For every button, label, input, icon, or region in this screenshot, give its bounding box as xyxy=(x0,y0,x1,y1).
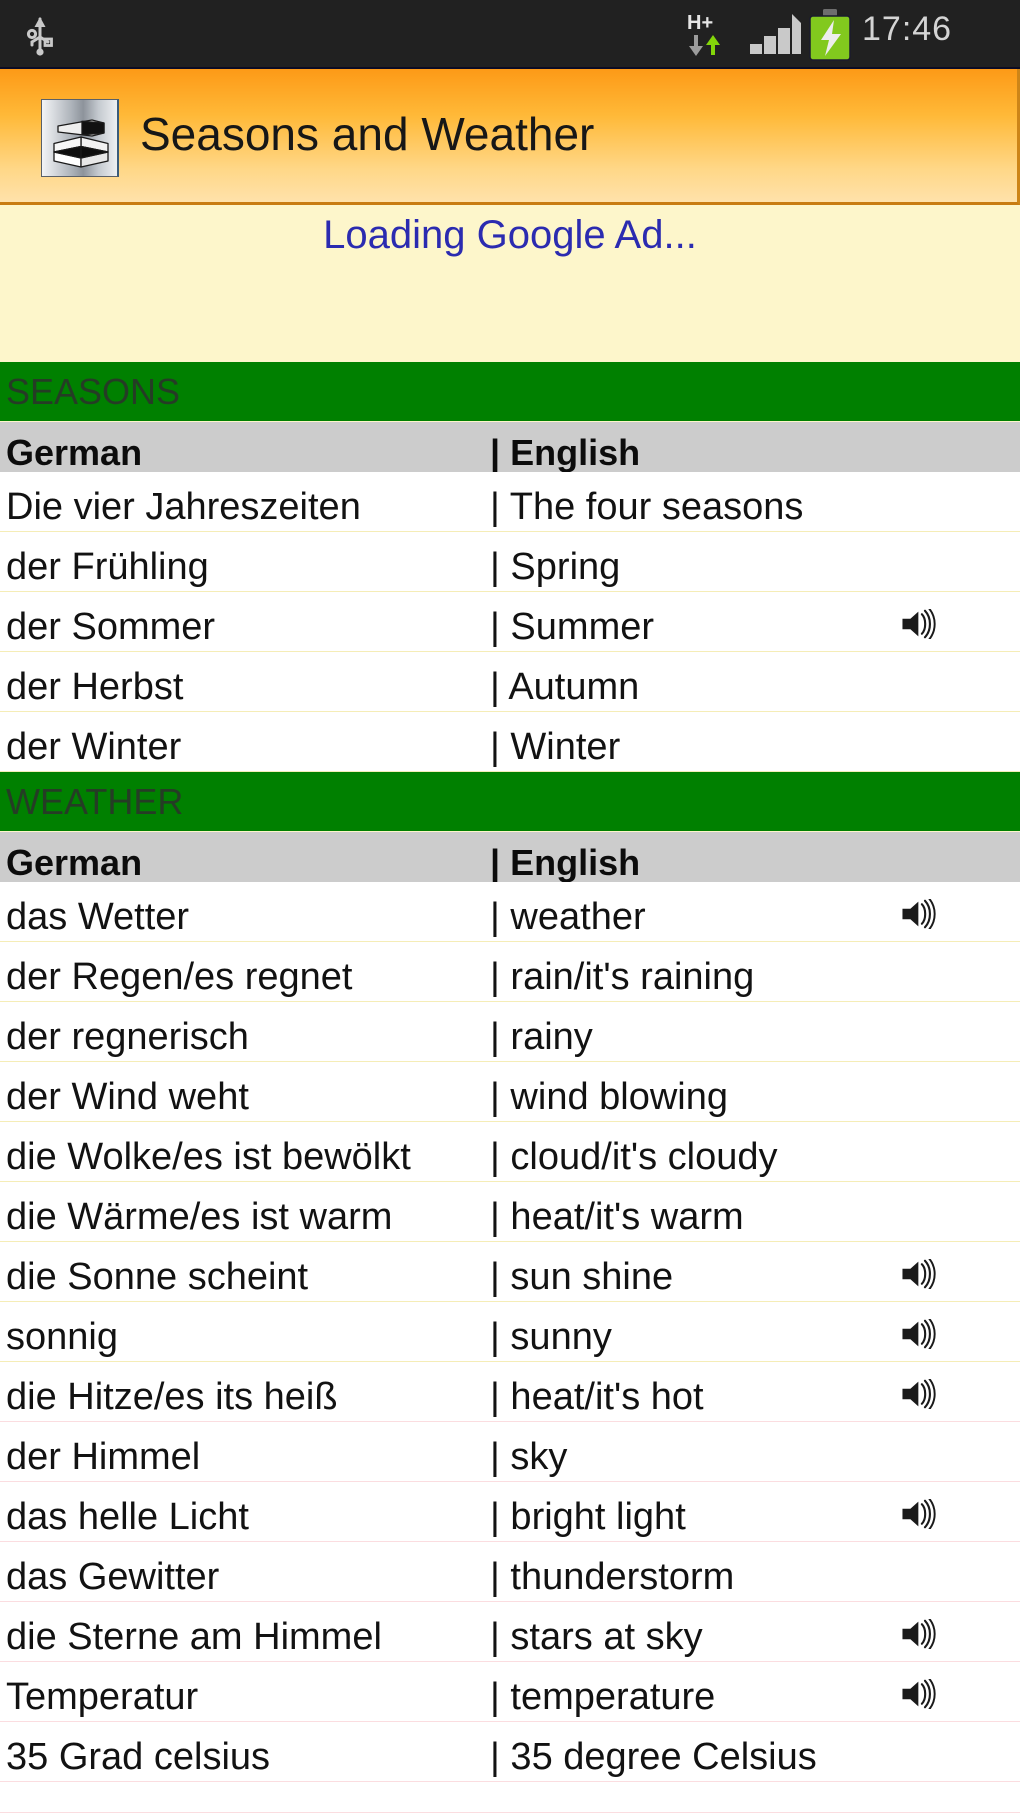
svg-text:H+: H+ xyxy=(687,12,713,34)
